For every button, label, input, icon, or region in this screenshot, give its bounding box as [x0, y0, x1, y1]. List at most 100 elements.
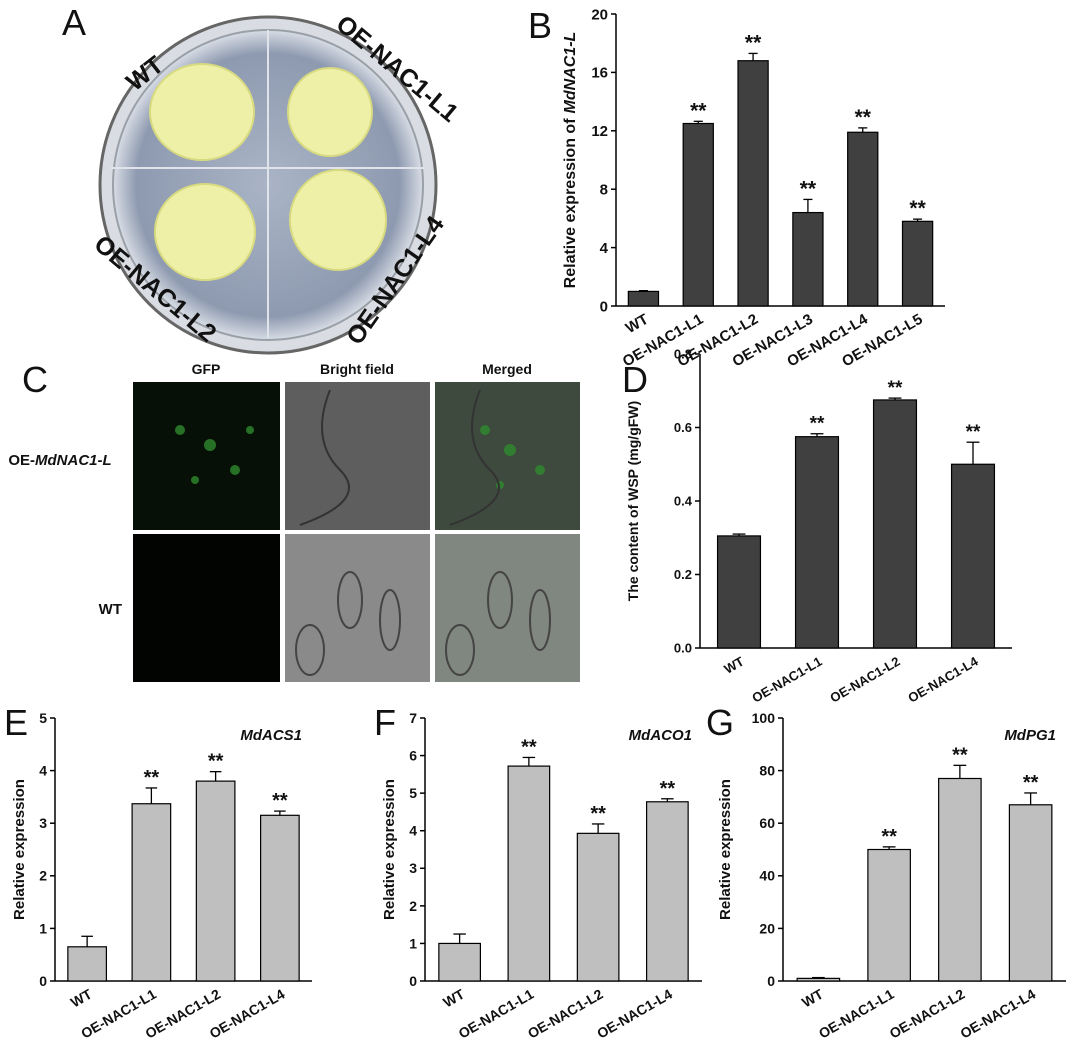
bar — [872, 399, 918, 649]
error-bar — [748, 52, 758, 61]
row-label-gene: MdNAC1-L — [35, 452, 112, 469]
significance-label: ** — [208, 751, 224, 773]
bar — [716, 535, 762, 649]
x-tick-label: OE-NAC1-L2 — [827, 654, 902, 706]
error-bar — [858, 127, 868, 133]
bar — [67, 946, 107, 982]
row-label: WT — [99, 601, 122, 618]
petri-dish-photo — [98, 15, 438, 355]
panel-letter: D — [622, 359, 648, 400]
y-axis-label-text: Relative expression — [381, 779, 398, 920]
significance-label: ** — [952, 744, 968, 766]
x-tick-label: OE-NAC1-L1 — [456, 986, 537, 1042]
y-tick-label: 16 — [591, 65, 608, 82]
bar — [950, 463, 996, 649]
bar — [260, 814, 300, 982]
gene-label: MdPG1 — [1004, 727, 1056, 744]
bar — [938, 777, 982, 982]
gene-label: MdACS1 — [240, 727, 302, 744]
panel-letter: B — [528, 5, 552, 46]
x-tick-label: OE-NAC1-L1 — [749, 654, 824, 706]
y-tick-label: 0 — [409, 973, 417, 989]
y-tick-label: 3 — [409, 860, 417, 876]
y-tick-label: 0.0 — [674, 641, 692, 656]
x-tick-label: OE-NAC1-L4 — [957, 986, 1038, 1042]
significance-label: ** — [1023, 772, 1039, 794]
y-tick-label: 0.6 — [674, 420, 692, 435]
bar — [1008, 804, 1053, 982]
error-bar — [693, 120, 703, 124]
y-tick-label: 5 — [39, 710, 47, 726]
significance-label: ** — [144, 767, 160, 789]
y-tick-label: 3 — [39, 815, 47, 831]
bar — [682, 122, 714, 307]
x-tick-label: OE-NAC1-L2 — [525, 986, 606, 1042]
error-bar — [638, 290, 648, 292]
bar — [438, 942, 482, 982]
x-tick-label: WT — [721, 654, 746, 677]
y-tick-label: 4 — [600, 240, 609, 257]
significance-label: ** — [800, 177, 817, 200]
error-bar — [591, 823, 605, 834]
error-bar — [803, 198, 813, 213]
error-bar — [812, 976, 825, 979]
error-bar — [913, 218, 923, 222]
x-tick-label: WT — [623, 311, 652, 337]
bar — [792, 211, 824, 307]
y-tick-label: 2 — [409, 898, 417, 914]
error-bar — [732, 533, 746, 536]
bar — [576, 832, 620, 982]
y-tick-label: 0 — [767, 973, 775, 989]
bar — [794, 436, 840, 649]
error-bar — [1024, 792, 1037, 805]
y-axis-label: Relative expression of MdNAC1-L — [562, 32, 579, 289]
error-bar — [453, 933, 466, 944]
bar — [507, 765, 551, 982]
significance-label: ** — [810, 414, 825, 435]
y-tick-label: 100 — [752, 710, 776, 726]
y-axis-label-text: Relative expression — [11, 779, 28, 920]
y-tick-label: 6 — [409, 747, 417, 763]
y-axis-label-text: Relative expression of — [562, 118, 579, 289]
y-tick-label: 2 — [39, 868, 47, 884]
y-tick-label: 8 — [600, 181, 608, 198]
significance-label: ** — [966, 422, 981, 443]
error-bar — [274, 810, 286, 816]
error-bar — [81, 935, 93, 947]
error-bar — [953, 764, 967, 779]
y-tick-label: 4 — [39, 763, 47, 779]
bar — [131, 803, 172, 982]
row-label: OE-MdNAC1-L — [8, 452, 111, 469]
bar — [737, 60, 769, 307]
y-tick-label: 0.8 — [674, 347, 692, 362]
significance-label: ** — [521, 736, 537, 758]
significance-label: ** — [855, 106, 872, 129]
significance-label: ** — [272, 790, 288, 812]
error-bar — [888, 397, 902, 400]
error-bar — [209, 771, 222, 782]
bar — [901, 220, 934, 307]
y-axis-label: The content of WSP (mg/gFW) — [625, 401, 641, 601]
y-axis-label: Relative expression — [11, 779, 28, 920]
significance-label: ** — [660, 778, 676, 800]
row-label-prefix: OE- — [8, 452, 35, 469]
y-tick-label: 0.4 — [674, 494, 693, 509]
error-bar — [145, 787, 158, 804]
column-title: GFP — [192, 361, 221, 377]
column-title: Merged — [482, 361, 532, 377]
y-tick-label: 40 — [759, 868, 775, 884]
x-tick-label: WT — [68, 986, 95, 1011]
x-tick-label: OE-NAC1-L4 — [905, 653, 981, 705]
panel-letter: G — [706, 702, 734, 743]
y-tick-label: 1 — [39, 920, 47, 936]
x-tick-label: WT — [440, 986, 467, 1011]
bar — [645, 801, 689, 982]
y-tick-label: 20 — [759, 920, 775, 936]
y-tick-label: 0.2 — [674, 567, 692, 582]
x-tick-label: OE-NAC1-L1 — [816, 986, 897, 1042]
error-bar — [661, 798, 674, 802]
panel-letter: E — [4, 702, 28, 743]
y-tick-label: 20 — [591, 6, 608, 23]
bar — [867, 848, 911, 982]
